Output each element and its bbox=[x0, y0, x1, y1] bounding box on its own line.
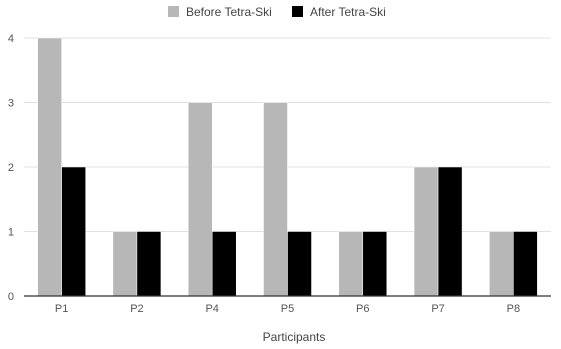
bar-p7-after bbox=[437, 166, 463, 297]
legend-label-after: After Tetra-Ski bbox=[310, 5, 386, 19]
tick-labels: 0 1 2 3 4 P1 P2 P4 P5 P6 P7 P8 bbox=[8, 33, 520, 315]
bar-p8-after bbox=[513, 231, 538, 297]
legend-label-before: Before Tetra-Ski bbox=[186, 5, 272, 19]
bar-p1-after bbox=[61, 166, 86, 297]
bars bbox=[37, 37, 538, 297]
bar-p7-before bbox=[413, 166, 439, 297]
x-tick-label: P2 bbox=[130, 303, 143, 315]
bar-p5-before bbox=[263, 102, 288, 297]
x-tick-label: P7 bbox=[431, 303, 444, 315]
bar-p8-before bbox=[489, 231, 514, 297]
bar-p6-before bbox=[338, 231, 364, 297]
legend-swatch-after bbox=[292, 6, 303, 17]
y-tick-label: 4 bbox=[8, 33, 14, 45]
x-axis-title: Participants bbox=[263, 330, 326, 344]
x-tick-label: P6 bbox=[356, 303, 369, 315]
x-tick-label: P4 bbox=[205, 303, 218, 315]
bar-p6-after bbox=[362, 231, 388, 297]
y-tick-label: 2 bbox=[8, 162, 14, 174]
y-tick-label: 3 bbox=[8, 98, 14, 110]
legend: Before Tetra-Ski After Tetra-Ski bbox=[168, 5, 386, 19]
bar-p4-before bbox=[187, 102, 213, 297]
x-tick-label: P1 bbox=[55, 303, 68, 315]
y-tick-label: 0 bbox=[8, 291, 14, 303]
bar-p1-before bbox=[37, 37, 62, 297]
y-tick-label: 1 bbox=[8, 227, 14, 239]
bar-p2-after bbox=[136, 231, 162, 297]
x-tick-label: P8 bbox=[507, 303, 520, 315]
x-tick-label: P5 bbox=[281, 303, 294, 315]
legend-swatch-before bbox=[168, 6, 179, 17]
bar-p5-after bbox=[287, 231, 312, 297]
bar-p4-after bbox=[211, 231, 237, 297]
bar-p2-before bbox=[112, 231, 138, 297]
